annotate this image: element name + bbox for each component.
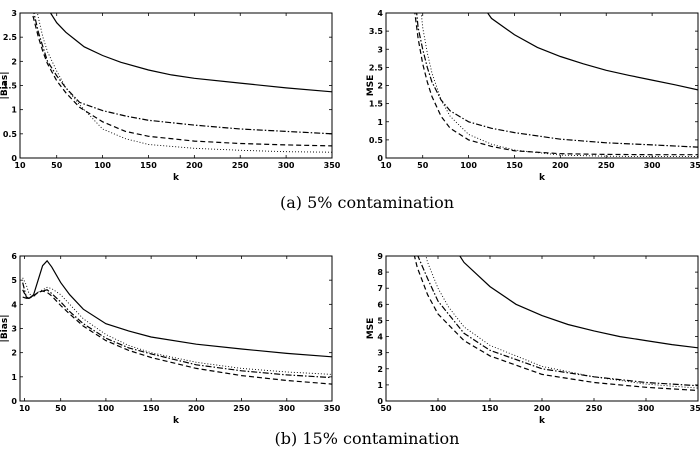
y-tick-label: 1	[377, 381, 383, 390]
series-line-2-dashdot	[417, 256, 698, 387]
y-tick-label: 2	[377, 82, 383, 91]
y-tick-label: 3	[377, 349, 383, 358]
y-tick-label: 1.5	[369, 100, 384, 109]
y-axis-label: MSE	[366, 318, 376, 340]
y-tick-label: 3.5	[369, 27, 384, 36]
y-tick-label: 0	[377, 397, 383, 406]
x-tick-label: 50	[417, 161, 429, 170]
series-line-3-dashed	[414, 13, 698, 156]
y-tick-label: 2	[11, 57, 17, 66]
y-tick-label: 2	[11, 349, 17, 358]
x-tick-label: 300	[278, 161, 295, 170]
y-tick-label: 3	[11, 9, 17, 18]
x-tick-label: 10	[14, 161, 26, 170]
x-tick-label: 50	[55, 404, 67, 413]
x-tick-label: 50	[51, 161, 63, 170]
y-tick-label: 6	[11, 252, 17, 261]
x-tick-label: 300	[644, 161, 661, 170]
x-axis-label: k	[539, 173, 546, 183]
x-tick-label: 150	[482, 404, 499, 413]
x-tick-label: 350	[324, 161, 341, 170]
x-tick-label: 200	[552, 161, 569, 170]
y-tick-label: 1	[11, 106, 17, 115]
series-line-4-dotted	[36, 13, 332, 153]
y-tick-label: 3	[377, 45, 383, 54]
panel-b-right: 50 100 150 200 250 300 350 0 1 2 3 4 5 6 7 8 9 k MSE	[366, 252, 700, 426]
x-tick-label: 150	[506, 161, 523, 170]
x-tick-label: 350	[690, 161, 700, 170]
x-tick-label: 200	[186, 161, 203, 170]
y-tick-label: 2	[377, 365, 383, 374]
y-tick-label: 0	[377, 154, 383, 163]
series-line-1-solid	[459, 256, 698, 349]
series-line-3-dashed	[22, 289, 332, 385]
y-tick-label: 3	[11, 325, 17, 334]
x-tick-label: 200	[534, 404, 551, 413]
y-tick-label: 2.5	[3, 33, 18, 42]
y-tick-label: 0.5	[369, 136, 384, 145]
series-line-2-dashdot	[33, 13, 332, 135]
y-tick-label: 6	[377, 300, 383, 309]
x-tick-label: 100	[430, 404, 447, 413]
y-tick-label: 4	[377, 9, 383, 18]
x-tick-label: 100	[94, 161, 111, 170]
x-tick-label: 10	[19, 404, 31, 413]
x-tick-label: 300	[638, 404, 655, 413]
x-tick-label: 250	[233, 404, 250, 413]
x-axis-label: k	[173, 416, 180, 426]
y-axis-label: |Bias|	[0, 72, 10, 100]
plot-frame	[385, 255, 699, 402]
series-line-3-dashed	[31, 13, 332, 147]
x-tick-label: 250	[232, 161, 249, 170]
x-tick-label: 10	[380, 161, 392, 170]
panel-a-right: 10 50 100 150 200 250 300 350 0 0.5 1 1.5 2 2.5 3 3.5 4 k…	[366, 9, 700, 183]
y-tick-label: 5	[377, 316, 383, 325]
caption-a: (a) 5% contamination	[280, 193, 454, 212]
y-tick-label: 1.5	[3, 82, 18, 91]
panel-b-left: 10 50 100 150 200 250 300 350 0 1 2 3 4 5 6 k |Bias|	[0, 252, 341, 426]
y-axis-label: |Bias|	[0, 315, 10, 343]
x-tick-label: 350	[690, 404, 700, 413]
y-tick-label: 0	[11, 154, 17, 163]
y-tick-label: 2.5	[369, 63, 384, 72]
plot-frame	[19, 12, 333, 159]
y-tick-label: 1	[377, 118, 383, 127]
x-tick-label: 150	[140, 161, 157, 170]
y-tick-label: 1	[11, 373, 17, 382]
y-tick-label: 5	[11, 276, 17, 285]
x-tick-label: 350	[324, 404, 341, 413]
x-tick-label: 250	[598, 161, 615, 170]
x-tick-label: 100	[460, 161, 477, 170]
caption-b: (b) 15% contamination	[275, 429, 460, 448]
x-tick-label: 250	[586, 404, 603, 413]
series-line-1-solid	[486, 13, 698, 91]
series-line-2-dashdot	[22, 282, 332, 379]
series-line-4-dotted	[22, 277, 332, 375]
x-tick-label: 100	[98, 404, 115, 413]
y-tick-label: 0	[11, 397, 17, 406]
panel-a-left: 10 50 100 150 200 250 300 350 0 0.5 1 1.5 2 2.5 3 k |Bia…	[0, 9, 341, 183]
x-tick-label: 150	[143, 404, 160, 413]
series-line-2-dashdot	[416, 13, 698, 148]
y-tick-label: 0.5	[3, 130, 18, 139]
y-tick-label: 8	[377, 268, 383, 277]
x-tick-label: 50	[380, 404, 392, 413]
y-tick-label: 7	[377, 284, 383, 293]
y-axis-label: MSE	[366, 75, 376, 97]
plot-frame	[385, 12, 699, 159]
series-line-3-dashed	[413, 256, 698, 392]
y-tick-label: 4	[377, 333, 383, 342]
x-tick-label: 200	[188, 404, 205, 413]
series-line-4-dotted	[425, 256, 698, 389]
plot-frame	[19, 255, 333, 402]
x-axis-label: k	[539, 416, 546, 426]
x-tick-label: 300	[278, 404, 295, 413]
series-line-4-dotted	[420, 13, 698, 158]
series-line-1-solid	[49, 13, 332, 93]
y-tick-label: 4	[11, 300, 17, 309]
x-axis-label: k	[173, 173, 180, 183]
series-line-1-solid	[22, 259, 332, 358]
y-tick-label: 9	[377, 252, 383, 261]
